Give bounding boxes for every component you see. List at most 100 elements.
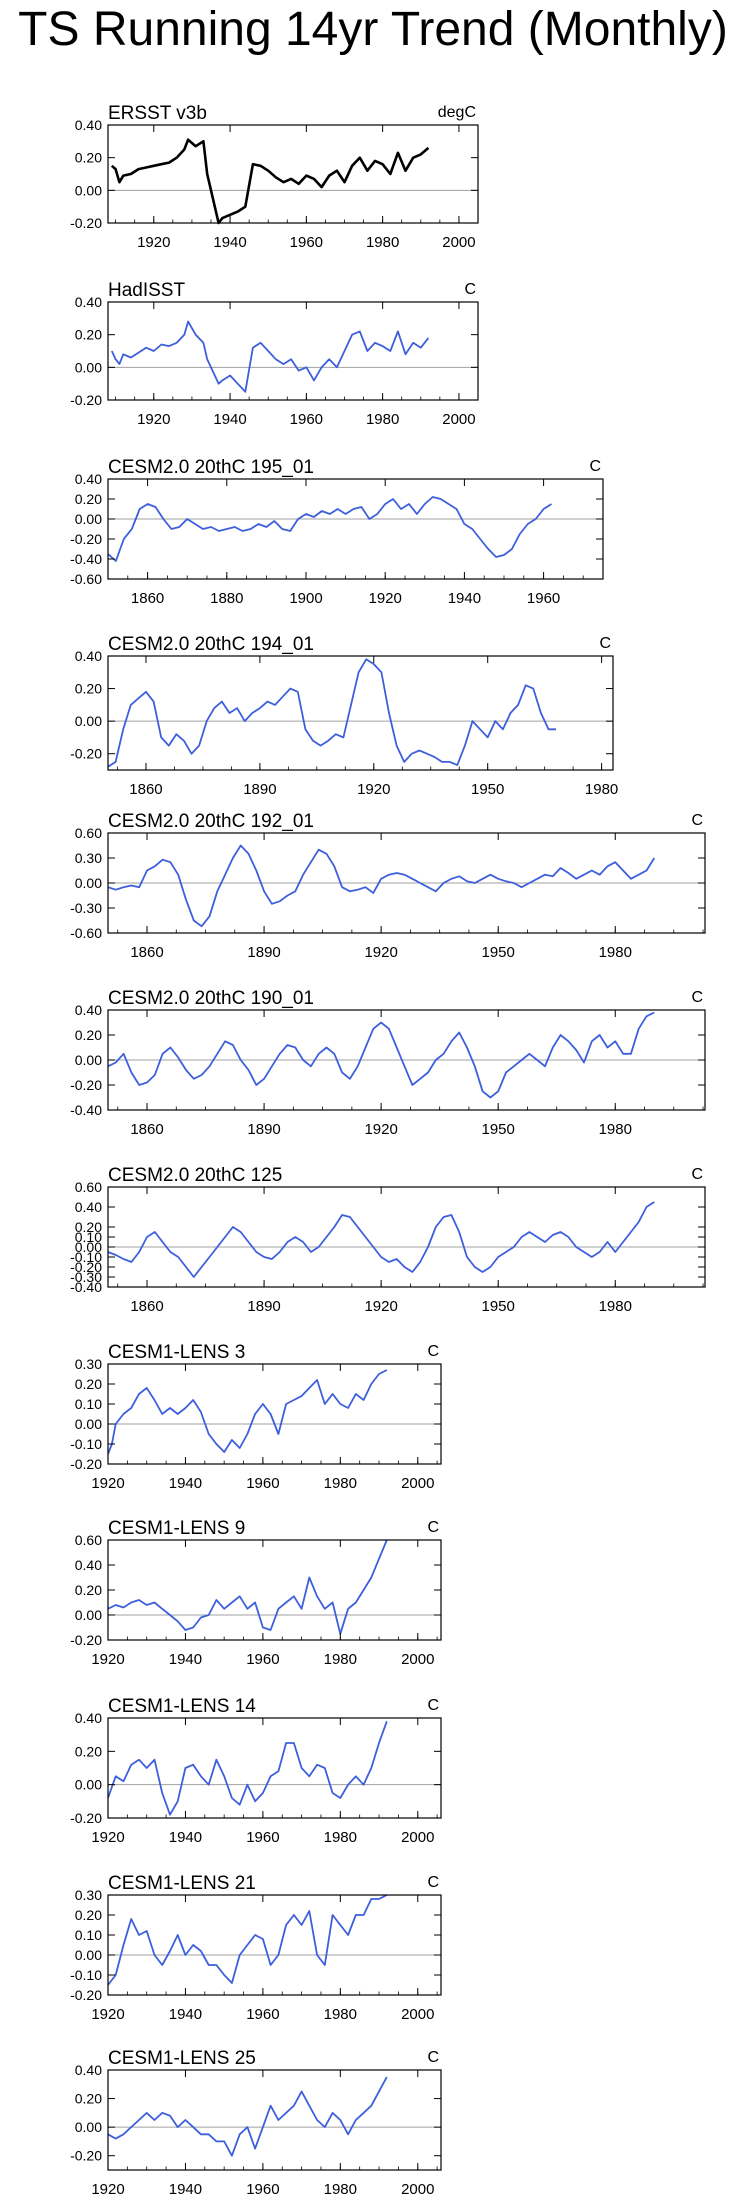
- chart-title: HadISST: [108, 280, 185, 301]
- x-tick-label: 1860: [129, 781, 162, 798]
- series-line: [107, 1369, 388, 1455]
- y-tick-label: -0.20: [70, 1259, 102, 1275]
- y-tick-label: 0.30: [75, 1356, 102, 1372]
- x-tick-label: 1980: [599, 1121, 632, 1138]
- x-tick-label: 1980: [324, 2006, 357, 2023]
- chart-title: CESM1-LENS 25: [108, 2048, 256, 2069]
- series-line: [107, 1201, 655, 1278]
- x-tick-label: 1920: [364, 944, 397, 961]
- x-tick-label: 1940: [448, 590, 481, 607]
- x-tick-label: 1940: [213, 234, 246, 251]
- y-tick-label: 0.40: [75, 2062, 102, 2078]
- y-tick-label: -0.10: [70, 1436, 102, 1452]
- y-tick-label: 0.40: [75, 1002, 102, 1018]
- y-tick-label: -0.40: [70, 551, 102, 567]
- y-tick-label: -0.20: [70, 1987, 102, 2003]
- chart-title: CESM2.0 20thC 194_01: [108, 634, 314, 655]
- y-tick-label: 0.60: [75, 1532, 102, 1548]
- x-tick-label: 1920: [91, 1475, 124, 1492]
- chart-panel: 1920 1940 1960 1980 2000 -0.20 0.00 0.20 0.40 Had…: [70, 280, 479, 428]
- plot-frame: [107, 1894, 442, 1996]
- y-tick-label: 0.40: [75, 117, 102, 133]
- x-tick-label: 1920: [91, 2181, 124, 2198]
- plot-frame: [107, 2069, 442, 2171]
- plot-frame: [107, 655, 614, 771]
- x-tick-label: 1940: [169, 2006, 202, 2023]
- x-tick-label: 1860: [130, 944, 163, 961]
- series-line: [107, 1720, 388, 1816]
- y-tick-label: -0.20: [70, 1456, 102, 1472]
- y-tick-label: 0.00: [75, 1777, 102, 1793]
- x-tick-label: 1920: [357, 781, 390, 798]
- chart-title: CESM1-LENS 21: [108, 1873, 256, 1894]
- x-tick-label: 1920: [364, 1121, 397, 1138]
- x-tick-label: 1920: [91, 1829, 124, 1846]
- x-tick-label: 2000: [401, 1651, 434, 1668]
- x-tick-label: 1900: [289, 590, 322, 607]
- chart-panel: 1860 1890 1920 1950 1980 -0.40 -0.20 0.00 0.20 0.…: [70, 988, 706, 1138]
- x-tick-label: 1940: [169, 1651, 202, 1668]
- chart-title: ERSST v3b: [108, 103, 207, 124]
- y-tick-label: 0.00: [75, 359, 102, 375]
- units-label: C: [427, 2049, 439, 2066]
- x-tick-label: 1980: [366, 411, 399, 428]
- x-tick-label: 1880: [210, 590, 243, 607]
- plot-frame: [107, 478, 604, 580]
- y-tick-label: 0.40: [75, 294, 102, 310]
- units-label: C: [427, 1697, 439, 1714]
- chart-panel: 1920 1940 1960 1980 2000 -0.20 -0.10 0.00 0.10 0.…: [70, 1873, 442, 2023]
- series-line: [110, 138, 430, 225]
- x-tick-label: 1890: [243, 781, 276, 798]
- chart-title: CESM2.0 20thC 190_01: [108, 988, 314, 1009]
- y-tick-label: 0.20: [75, 1376, 102, 1392]
- x-tick-label: 1920: [364, 1298, 397, 1315]
- y-tick-label: 0.60: [75, 1179, 102, 1195]
- x-tick-label: 1940: [213, 411, 246, 428]
- units-label: C: [691, 989, 703, 1006]
- x-tick-label: 2000: [442, 411, 475, 428]
- y-tick-label: -0.40: [70, 1279, 102, 1295]
- y-tick-label: 0.40: [75, 471, 102, 487]
- chart-title: CESM2.0 20thC 195_01: [108, 457, 314, 478]
- x-tick-label: 1960: [246, 1829, 279, 1846]
- y-tick-label: 0.20: [75, 1027, 102, 1043]
- y-tick-label: -0.10: [70, 1967, 102, 1983]
- y-tick-label: -0.20: [70, 215, 102, 231]
- chart-panel: 1860 1880 1900 1920 1940 1960 -0.60 -0.40 -0.20 0…: [70, 457, 604, 607]
- plot-frame: [107, 1363, 442, 1465]
- y-tick-label: -0.20: [70, 1077, 102, 1093]
- y-tick-label: 0.00: [75, 1052, 102, 1068]
- x-tick-label: 1920: [91, 2006, 124, 2023]
- x-tick-label: 1980: [324, 1475, 357, 1492]
- units-label: C: [427, 1519, 439, 1536]
- x-tick-label: 2000: [401, 1475, 434, 1492]
- series-line: [107, 1539, 388, 1635]
- y-tick-label: 0.30: [75, 1887, 102, 1903]
- x-tick-label: 1960: [246, 2006, 279, 2023]
- y-tick-label: -0.20: [70, 746, 102, 762]
- series-line: [107, 496, 552, 562]
- y-tick-label: 0.00: [75, 182, 102, 198]
- x-tick-label: 2000: [442, 234, 475, 251]
- x-tick-label: 1940: [169, 1475, 202, 1492]
- chart-panel: 1860 1890 1920 1950 1980 -0.20 0.00 0.20 0.40 CES…: [70, 634, 618, 798]
- y-tick-label: -0.20: [70, 1810, 102, 1826]
- x-tick-label: 1980: [366, 234, 399, 251]
- y-tick-label: -0.20: [70, 392, 102, 408]
- units-label: C: [464, 281, 476, 298]
- y-tick-label: -0.60: [70, 925, 102, 941]
- y-tick-label: 0.00: [75, 1607, 102, 1623]
- y-tick-label: 0.00: [75, 713, 102, 729]
- x-tick-label: 1980: [599, 1298, 632, 1315]
- chart-panel: 1860 1890 1920 1950 1980 -0.60 -0.30 0.00 0.30 0.…: [70, 811, 706, 961]
- y-tick-label: 0.60: [75, 825, 102, 841]
- series-line: [110, 320, 430, 393]
- y-tick-label: 0.00: [75, 875, 102, 891]
- chart-title: CESM1-LENS 14: [108, 1696, 256, 1717]
- x-tick-label: 1860: [130, 1121, 163, 1138]
- y-tick-label: 0.20: [75, 1582, 102, 1598]
- chart-title: CESM2.0 20thC 125: [108, 1165, 282, 1186]
- x-tick-label: 1960: [290, 411, 323, 428]
- y-tick-label: 0.20: [75, 1219, 102, 1235]
